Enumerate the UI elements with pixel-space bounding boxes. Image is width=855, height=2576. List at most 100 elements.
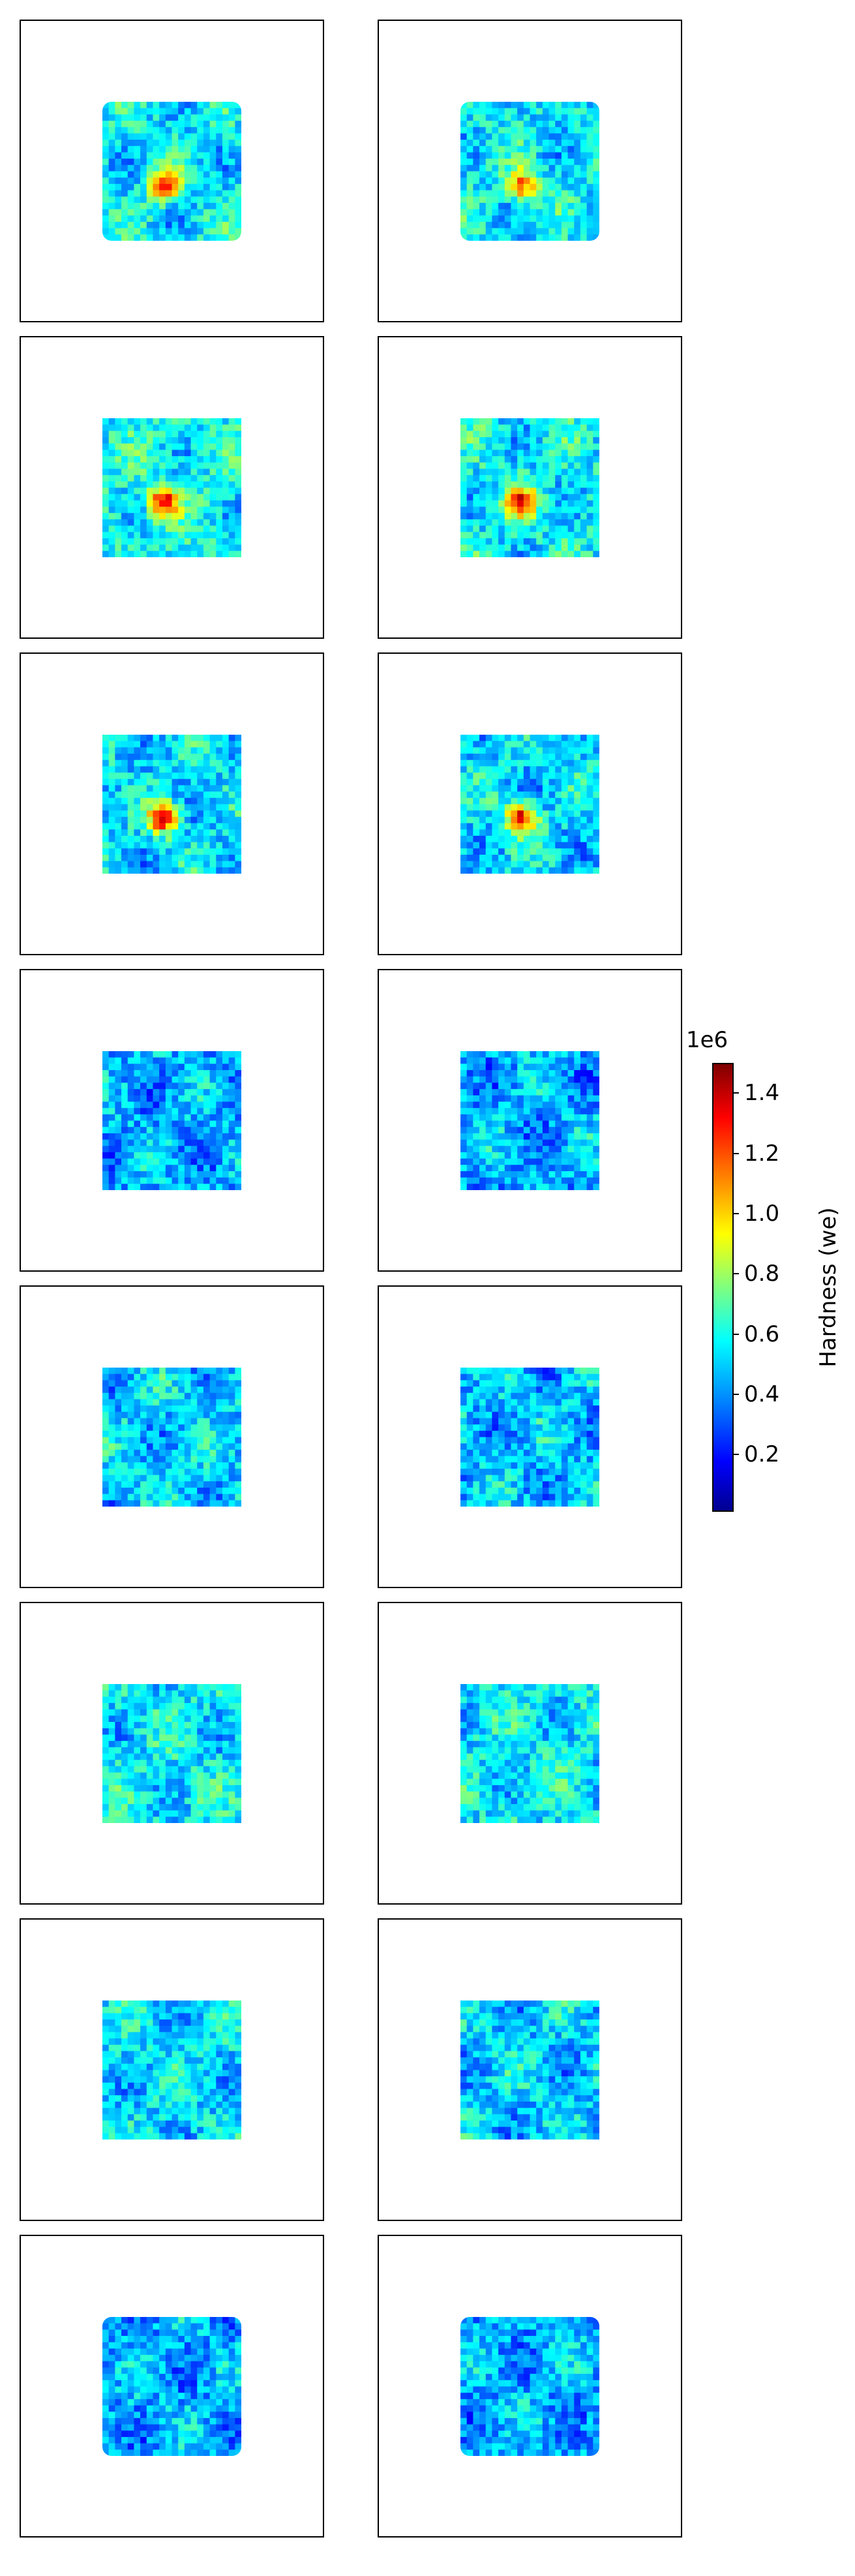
heatmap-cell — [190, 215, 198, 222]
heatmap-cell — [115, 1456, 122, 1463]
heatmap-cell — [561, 102, 569, 109]
heatmap-cell — [555, 1399, 562, 1406]
heatmap-cell — [197, 848, 204, 855]
heatmap-cell — [184, 1709, 192, 1717]
heatmap-cell — [209, 1114, 217, 1122]
heatmap-cell — [146, 1696, 154, 1704]
heatmap-cell — [216, 1139, 223, 1146]
heatmap-cell — [498, 164, 505, 172]
heatmap-cell — [127, 1139, 135, 1146]
heatmap-cell — [121, 487, 128, 495]
heatmap-cell — [593, 1424, 599, 1432]
heatmap-cell — [498, 854, 505, 862]
heatmap-cell — [498, 1449, 505, 1457]
heatmap-cell — [530, 1494, 537, 1501]
heatmap-cell — [511, 468, 518, 476]
heatmap-cell — [485, 1399, 493, 1406]
heatmap-cell — [172, 1368, 179, 1375]
heatmap-cell — [580, 209, 588, 216]
heatmap-cell — [235, 221, 241, 229]
heatmap-cell — [121, 1456, 128, 1463]
heatmap-cell — [203, 1494, 211, 1501]
heatmap-cell — [561, 146, 569, 153]
heatmap-cell — [498, 506, 505, 514]
heatmap-cell — [530, 1139, 537, 1146]
heatmap-cell — [555, 418, 562, 425]
heatmap-cell — [209, 759, 217, 767]
heatmap-cell — [561, 202, 569, 210]
heatmap-cell — [530, 1500, 537, 1507]
heatmap-cell — [235, 747, 241, 754]
heatmap-cell — [190, 1152, 198, 1159]
heatmap-cell — [555, 114, 562, 121]
heatmap-cell — [102, 1184, 110, 1190]
heatmap-cell — [536, 418, 543, 425]
heatmap-cell — [140, 462, 147, 470]
heatmap-cell — [536, 450, 543, 457]
heatmap-cell — [511, 1468, 518, 1476]
heatmap-cell — [127, 146, 135, 153]
heatmap-cell — [580, 506, 588, 514]
heatmap-cell — [146, 1108, 154, 1115]
heatmap-cell — [580, 481, 588, 489]
heatmap-cell — [165, 1500, 173, 1507]
heatmap-cell — [586, 462, 593, 470]
heatmap-cell — [479, 1475, 487, 1482]
heatmap-cell — [102, 1146, 110, 1153]
heatmap-cell — [492, 114, 499, 121]
heatmap-cell — [115, 164, 122, 172]
heatmap-cell — [580, 785, 588, 792]
heatmap-cell — [561, 418, 569, 425]
heatmap-cell — [222, 443, 230, 451]
heatmap-cell — [115, 127, 122, 134]
heatmap-cell — [492, 1368, 499, 1375]
heatmap-panel — [378, 1285, 682, 1588]
heatmap-cell — [460, 1373, 468, 1381]
heatmap-cell — [140, 766, 147, 773]
heatmap-cell — [127, 823, 135, 830]
heatmap-cell — [479, 102, 487, 109]
heatmap-cell — [146, 842, 154, 849]
heatmap-cell — [222, 481, 230, 489]
heatmap-cell — [165, 778, 173, 786]
heatmap-cell — [203, 1411, 211, 1419]
heatmap-cell — [504, 196, 512, 204]
heatmap-cell — [517, 209, 524, 216]
heatmap-cell — [203, 418, 211, 425]
heatmap-cell — [536, 1487, 543, 1495]
heatmap-cell — [460, 1424, 468, 1432]
heatmap-cell — [146, 1152, 154, 1159]
heatmap-cell — [561, 456, 569, 463]
heatmap-cell — [473, 215, 480, 222]
heatmap-cell — [134, 1437, 141, 1444]
heatmap-cell — [593, 1082, 599, 1090]
heatmap-cell — [159, 102, 166, 109]
heatmap-cell — [121, 468, 128, 476]
heatmap-cell — [473, 177, 480, 185]
heatmap-cell — [235, 1380, 241, 1387]
heatmap-cell — [140, 810, 147, 818]
heatmap-cell — [146, 196, 154, 204]
heatmap-cell — [127, 127, 135, 134]
heatmap-cell — [235, 494, 241, 501]
heatmap-cell — [165, 842, 173, 849]
heatmap-cell — [153, 202, 160, 210]
heatmap-cell — [121, 1146, 128, 1153]
heatmap-cell — [140, 1158, 147, 1165]
heatmap-cell — [203, 816, 211, 824]
heatmap-cell — [593, 1430, 599, 1438]
heatmap-cell — [567, 1373, 575, 1381]
heatmap-cell — [593, 443, 599, 451]
heatmap-cell — [530, 835, 537, 843]
heatmap-cell — [140, 1696, 147, 1704]
heatmap-cell — [504, 525, 512, 532]
heatmap-cell — [580, 551, 588, 557]
heatmap-cell — [108, 431, 115, 438]
heatmap-cell — [542, 551, 550, 557]
heatmap-cell — [567, 735, 575, 742]
heatmap-cell — [479, 202, 487, 210]
heatmap-cell — [580, 456, 588, 463]
heatmap-cell — [209, 1703, 217, 1710]
heatmap-cell — [574, 133, 581, 140]
heatmap-cell — [184, 1114, 192, 1122]
